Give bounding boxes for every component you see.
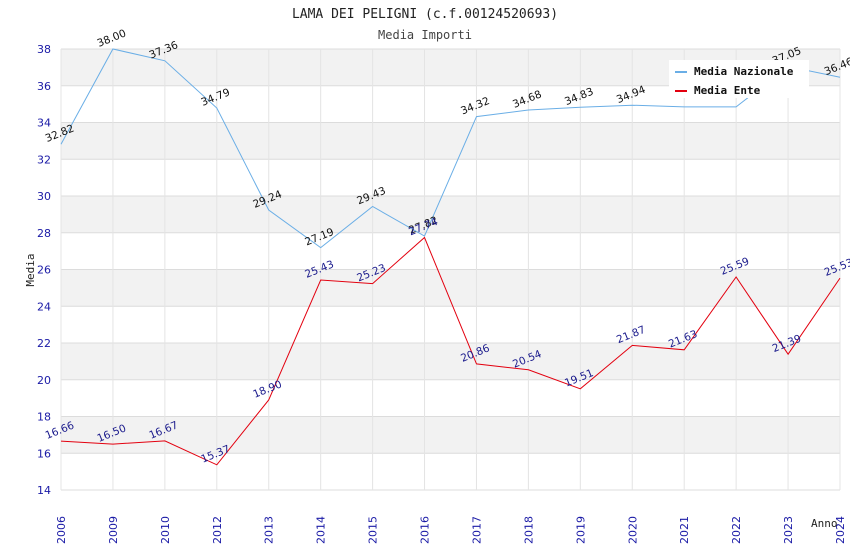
x-tick-label: 2016 [419,516,432,544]
y-axis-ticks: 14 16 18 20 22 24 26 28 30 32 34 36 38 [37,43,51,497]
plot-band [61,122,840,160]
chart-subtitle: Media Importi [378,28,472,42]
legend-box [669,60,809,98]
series-line-nazionale [60,48,841,249]
legend: Media Nazionale Media Ente [669,60,809,98]
x-tick-label: 2014 [315,516,328,544]
x-tick-label: 2018 [522,516,535,544]
y-tick-label: 28 [37,227,51,240]
y-tick-label: 18 [37,411,51,424]
y-tick-label: 36 [37,80,51,93]
chart-title: LAMA DEI PELIGNI (c.f.00124520693) [292,7,558,22]
x-tick-label: 2022 [730,516,743,544]
plot-band [61,306,840,343]
x-tick-label: 2013 [263,516,276,544]
x-tick-label: 2006 [55,516,68,544]
y-tick-label: 30 [37,190,51,203]
series-lines [60,48,841,466]
y-tick-label: 22 [37,337,51,350]
plot-band [61,416,840,454]
y-tick-label: 24 [37,300,51,313]
gridlines [60,48,841,491]
y-tick-label: 32 [37,153,51,166]
y-tick-label: 20 [37,374,51,387]
x-tick-label: 2012 [211,516,224,544]
y-tick-label: 26 [37,264,51,277]
x-tick-label: 2019 [574,516,587,544]
x-tick-label: 2015 [367,516,380,544]
plot-band [61,379,840,417]
plot-band [61,343,840,380]
series-line-ente [60,236,841,466]
plot-background [61,49,840,490]
x-axis-ticks: 2006 2009 2010 2012 2013 2014 2015 2016 2017 2018… [55,516,847,544]
legend-label-ente: Media Ente [694,84,761,97]
legend-label-nazionale: Media Nazionale [694,65,794,78]
plot-band [61,196,840,233]
y-tick-label: 14 [37,484,51,497]
x-tick-label: 2023 [782,516,795,544]
x-tick-label: 2009 [107,516,120,544]
x-tick-label: 2017 [470,516,483,544]
x-tick-label: 2021 [678,516,691,544]
plot-band [61,453,840,490]
y-tick-label: 16 [37,447,51,460]
plot-band [61,159,840,196]
y-tick-label: 34 [37,117,51,130]
y-tick-label: 38 [37,43,51,56]
x-axis-label: Anno [811,517,838,530]
data-label-nazionale: 38.00 [96,27,128,49]
x-tick-label: 2024 [834,516,847,544]
x-tick-label: 2020 [626,516,639,544]
x-tick-label: 2010 [159,516,172,544]
plot-band [61,232,840,270]
y-axis-label: Media [24,253,37,286]
